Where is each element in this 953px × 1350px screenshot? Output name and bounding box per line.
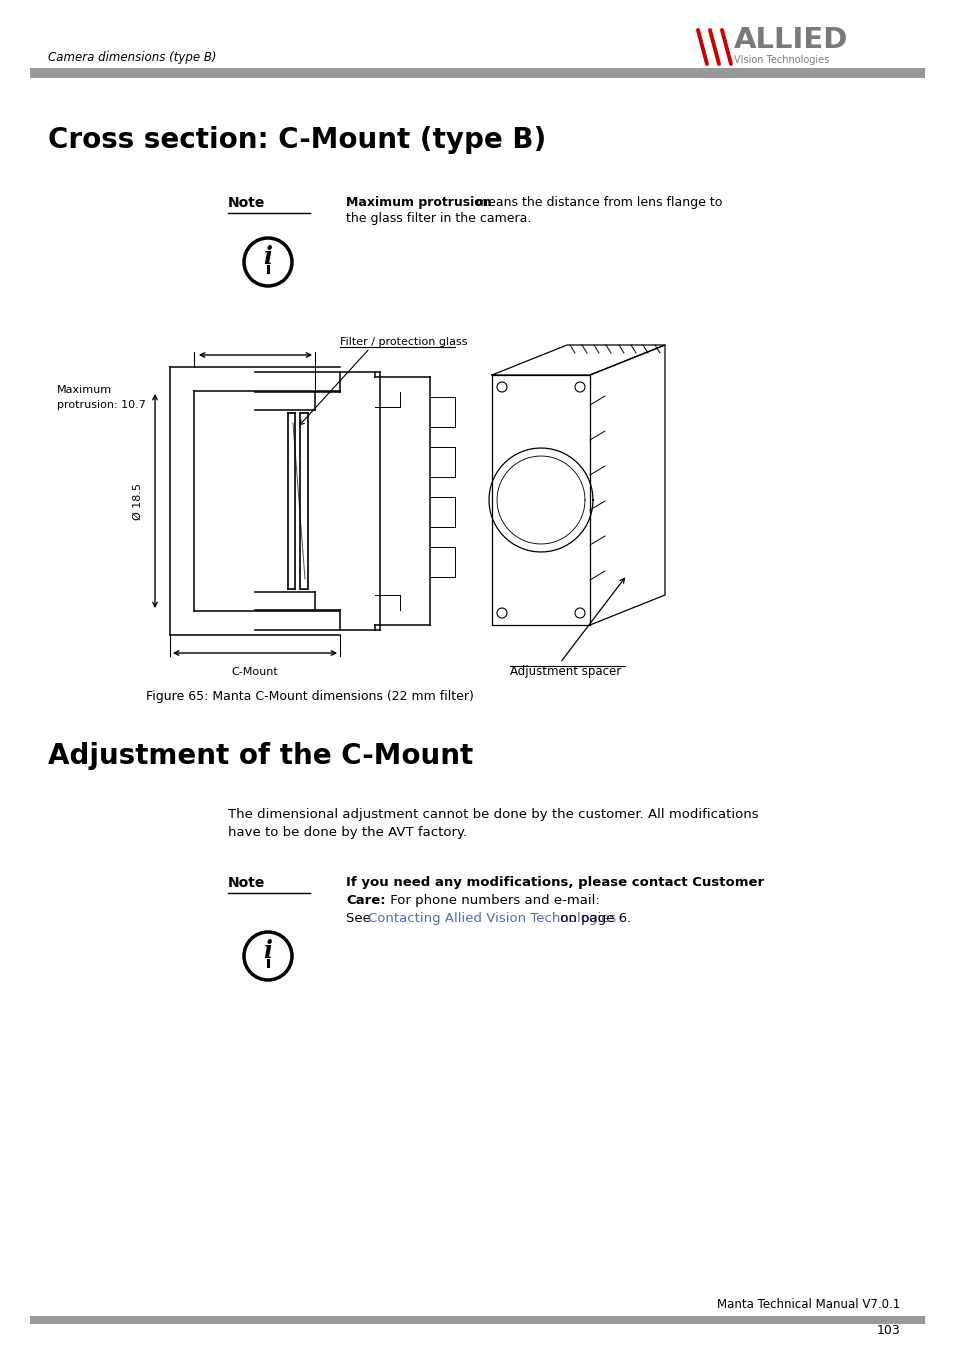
Text: the glass filter in the camera.: the glass filter in the camera. [346,212,531,225]
Bar [30,68,924,78]
Text: protrusion: 10.7: protrusion: 10.7 [57,400,146,410]
Text: means the distance from lens flange to: means the distance from lens flange to [472,196,721,209]
Text: Camera dimensions (type B): Camera dimensions (type B) [48,51,216,65]
Text: C-Mount: C-Mount [232,667,278,676]
Text: on page 6.: on page 6. [556,913,631,925]
Bar [30,1316,924,1324]
Text: Contacting Allied Vision Technologies: Contacting Allied Vision Technologies [368,913,616,925]
Text: Maximum protrusion: Maximum protrusion [346,196,491,209]
Text: VIsion Technologies: VIsion Technologies [733,55,828,65]
Text: Adjustment spacer: Adjustment spacer [510,666,620,678]
Text: i: i [263,244,273,269]
Text: Care:: Care: [346,894,385,907]
Text: i: i [263,940,273,963]
Text: have to be done by the AVT factory.: have to be done by the AVT factory. [228,826,467,838]
Text: Maximum: Maximum [57,385,112,396]
Text: The dimensional adjustment cannot be done by the customer. All modifications: The dimensional adjustment cannot be don… [228,809,758,821]
Text: Figure 65: Manta C-Mount dimensions (22 mm filter): Figure 65: Manta C-Mount dimensions (22 … [146,690,474,703]
Text: See: See [346,913,375,925]
Text: Note: Note [228,196,265,211]
Text: Manta Technical Manual V7.0.1: Manta Technical Manual V7.0.1 [716,1299,899,1311]
Text: Note: Note [228,876,265,890]
Text: If you need any modifications, please contact Customer: If you need any modifications, please co… [346,876,763,890]
Text: For phone numbers and e-mail:: For phone numbers and e-mail: [386,894,599,907]
Text: Adjustment of the C-Mount: Adjustment of the C-Mount [48,743,473,770]
Text: ALLIED: ALLIED [733,26,847,54]
Text: Cross section: C-Mount (type B): Cross section: C-Mount (type B) [48,126,546,154]
Text: 103: 103 [876,1323,899,1336]
Text: Ø 18.5: Ø 18.5 [132,482,143,520]
Text: Filter / protection glass: Filter / protection glass [339,338,467,347]
